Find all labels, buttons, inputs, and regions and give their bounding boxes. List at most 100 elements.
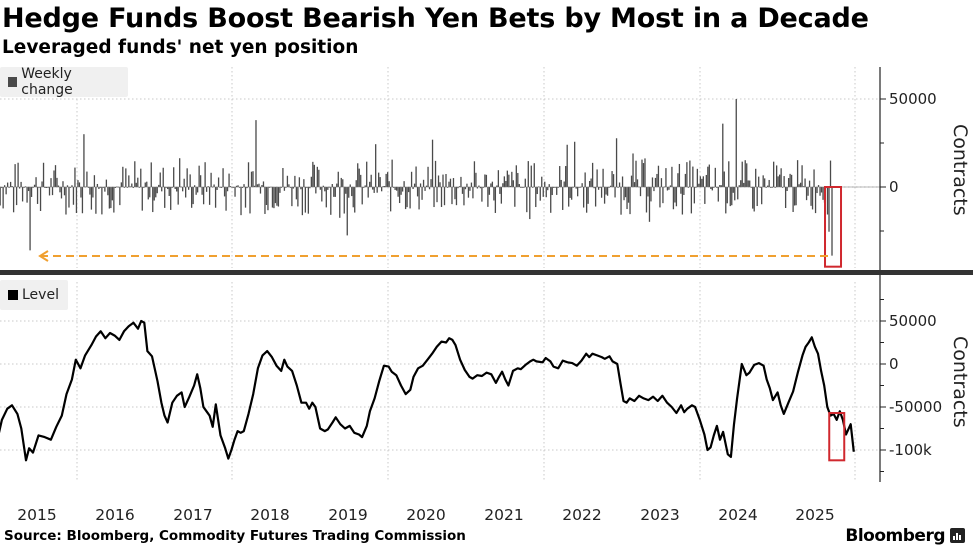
weekly-change-bar [26,187,28,203]
weekly-change-bar [23,187,25,188]
arrow-head-left-icon [38,250,49,262]
weekly-change-bar [419,183,422,187]
weekly-change-bar [367,187,369,198]
weekly-change-bar [723,171,725,187]
weekly-change-bar [473,161,476,187]
weekly-change-bar [327,187,329,190]
weekly-change-bar [179,158,181,187]
weekly-change-bar [161,187,163,192]
weekly-change-bar [714,167,716,187]
weekly-change-bar [768,179,770,187]
weekly-change-bar [407,187,410,193]
weekly-change-bar [627,187,630,203]
weekly-change-bar [781,187,784,188]
weekly-change-bar [315,187,317,194]
weekly-change-bar [551,187,553,196]
weekly-change-bar [48,187,51,196]
weekly-change-bar [261,185,263,187]
weekly-change-bar [318,169,320,187]
weekly-change-bar [678,163,681,187]
weekly-change-bar [635,160,637,187]
weekly-change-bar [276,187,278,206]
weekly-change-bar [288,184,290,187]
weekly-change-bar [816,187,818,194]
weekly-change-bar [232,187,235,188]
weekly-change-bar [108,187,111,209]
weekly-change-bar [225,187,227,211]
weekly-change-bar [307,187,310,214]
weekly-change-bar [582,187,585,208]
weekly-change-bar [128,175,130,187]
weekly-change-bar [198,165,200,187]
weekly-change-bar [363,186,365,188]
weekly-change-bar [802,186,805,188]
weekly-change-bar [44,187,46,188]
weekly-change-bar [695,186,697,188]
weekly-change-bar [279,187,281,193]
weekly-change-bar [761,187,763,205]
weekly-change-bar [246,187,248,189]
weekly-change-bar [310,176,312,187]
weekly-change-bar [339,187,341,218]
weekly-change-bar [653,187,655,192]
weekly-change-bar [674,187,676,203]
weekly-change-bar [657,165,660,187]
weekly-change-bar [499,187,501,194]
weekly-change-bar [618,182,621,187]
weekly-change-bar [623,187,625,201]
weekly-change-bar [57,185,60,187]
weekly-change-bar [629,187,631,215]
weekly-change-bar [689,160,691,187]
weekly-change-bar [370,174,372,187]
weekly-change-bar [547,187,549,191]
weekly-change-bar [671,166,673,187]
weekly-change-bar [542,187,544,197]
weekly-change-bar [294,175,296,187]
weekly-change-bar [503,176,505,187]
weekly-change-bar [475,172,477,187]
weekly-change-bar [752,187,754,209]
weekly-change-bar [30,187,33,197]
weekly-change-bar [434,160,437,187]
weekly-change-bar [603,187,606,204]
weekly-change-bar [630,175,633,187]
weekly-change-bar [792,187,794,212]
weekly-change-bar [38,187,40,188]
weekly-change-bar [360,174,362,187]
weekly-change-bar [602,168,604,187]
weekly-change-bar [95,187,97,214]
weekly-change-bar [400,187,402,195]
weekly-change-bar [68,187,70,208]
weekly-change-bar [813,169,815,187]
weekly-change-bar [556,187,558,195]
weekly-change-bar [204,162,206,187]
x-tick-2015: 2015 [17,506,57,524]
weekly-change-bar [440,187,443,207]
weekly-change-bar [141,187,143,211]
weekly-change-bar [461,187,464,194]
weekly-change-bar [171,187,173,188]
weekly-change-bar [669,185,672,187]
weekly-change-bar [524,178,526,187]
weekly-change-bar [394,187,396,190]
weekly-change-bar [35,177,37,187]
weekly-change-bar [156,187,158,194]
weekly-change-bar [565,166,567,187]
weekly-change-bar [404,187,407,210]
weekly-change-bar [358,168,360,187]
weekly-change-bar [699,176,701,187]
weekly-change-bar [505,180,507,187]
weekly-change-bar [216,187,218,190]
weekly-change-bar [544,181,546,187]
weekly-change-bar [571,187,573,200]
weekly-change-bar [644,158,646,187]
weekly-change-bar [259,187,262,194]
weekly-change-bar [147,187,149,200]
weekly-change-bar [705,174,707,187]
legend-swatch-line-icon [8,290,18,300]
weekly-change-bar [273,187,275,209]
weekly-change-bar [508,174,510,187]
weekly-change-bar [793,187,796,206]
weekly-change-bar [8,187,10,188]
weekly-change-bar [446,187,449,188]
